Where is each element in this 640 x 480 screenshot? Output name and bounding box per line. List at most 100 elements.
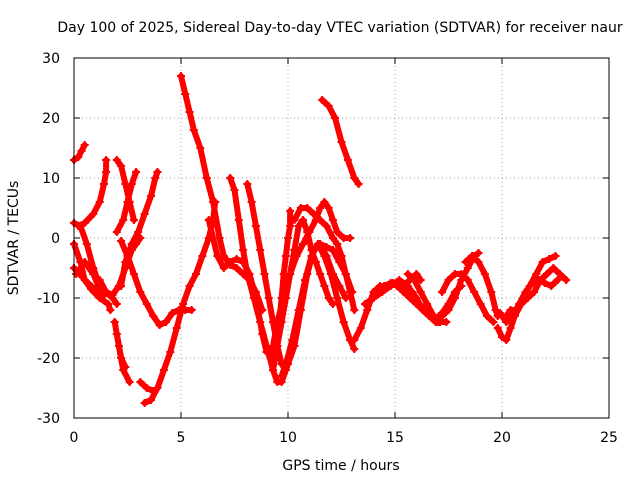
data-point bbox=[159, 366, 168, 374]
data-point bbox=[82, 240, 91, 248]
data-point bbox=[444, 276, 453, 284]
data-point bbox=[80, 141, 89, 149]
data-point bbox=[153, 168, 162, 176]
data-point bbox=[95, 276, 104, 284]
data-point bbox=[112, 156, 121, 164]
series-arc9 bbox=[112, 330, 130, 371]
data-point bbox=[530, 288, 539, 296]
data-point bbox=[380, 282, 389, 290]
series-trace bbox=[496, 277, 561, 325]
data-point bbox=[542, 270, 551, 278]
y-tick-label: 30 bbox=[42, 51, 60, 67]
data-point bbox=[213, 252, 222, 260]
data-point bbox=[294, 306, 303, 314]
data-point bbox=[386, 279, 395, 287]
data-point bbox=[112, 300, 121, 308]
data-point bbox=[129, 216, 138, 224]
data-point bbox=[112, 228, 121, 236]
data-point bbox=[147, 396, 156, 404]
data-point bbox=[172, 324, 181, 332]
data-point bbox=[147, 192, 156, 200]
chart-title: Day 100 of 2025, Sidereal Day-to-day VTE… bbox=[57, 20, 623, 36]
series-trace bbox=[244, 181, 289, 373]
data-point bbox=[89, 270, 98, 278]
data-point bbox=[298, 216, 307, 224]
y-tick-label: 10 bbox=[42, 171, 60, 187]
data-point bbox=[412, 270, 421, 278]
data-point bbox=[502, 318, 511, 326]
data-point bbox=[127, 240, 136, 248]
data-point bbox=[316, 240, 325, 248]
data-point bbox=[256, 318, 265, 326]
data-point bbox=[534, 276, 543, 284]
x-tick-label: 5 bbox=[177, 430, 186, 446]
data-point bbox=[555, 270, 564, 278]
data-point bbox=[191, 270, 200, 278]
data-point bbox=[99, 180, 108, 188]
series-arc30 bbox=[438, 270, 498, 326]
data-point bbox=[288, 336, 297, 344]
series-trace bbox=[113, 331, 129, 370]
series-arc25 bbox=[316, 240, 357, 296]
data-point bbox=[177, 72, 185, 80]
data-point bbox=[331, 114, 340, 122]
data-point bbox=[117, 282, 126, 290]
data-point bbox=[80, 258, 89, 266]
data-point bbox=[232, 255, 241, 263]
series-arc15 bbox=[117, 237, 196, 329]
data-point bbox=[412, 300, 421, 308]
data-point bbox=[438, 288, 447, 296]
series-arc4 bbox=[70, 264, 115, 314]
data-series bbox=[70, 72, 571, 407]
series-arc14 bbox=[140, 198, 220, 407]
data-point bbox=[196, 144, 205, 152]
data-point bbox=[444, 300, 453, 308]
data-point bbox=[318, 96, 327, 104]
data-point bbox=[251, 222, 260, 230]
data-point bbox=[290, 216, 299, 224]
data-point bbox=[483, 312, 492, 320]
data-point bbox=[269, 366, 278, 374]
data-point bbox=[264, 294, 273, 302]
data-point bbox=[162, 318, 171, 326]
series-arc13 bbox=[136, 378, 158, 395]
data-point bbox=[74, 222, 83, 230]
data-point bbox=[294, 222, 303, 230]
data-point bbox=[149, 312, 158, 320]
data-point bbox=[286, 222, 295, 230]
data-point bbox=[350, 306, 359, 314]
data-point bbox=[328, 246, 337, 254]
x-tick-label: 25 bbox=[600, 430, 618, 446]
y-tick-label: 20 bbox=[42, 111, 60, 127]
data-point bbox=[136, 288, 145, 296]
data-point bbox=[378, 288, 387, 296]
data-point bbox=[361, 300, 370, 308]
data-point bbox=[305, 228, 314, 236]
data-point bbox=[322, 243, 331, 251]
data-point bbox=[95, 198, 104, 206]
data-point bbox=[540, 279, 549, 287]
data-point bbox=[506, 324, 515, 332]
data-point bbox=[495, 309, 504, 317]
data-point bbox=[102, 156, 111, 164]
data-point bbox=[463, 276, 472, 284]
data-point bbox=[498, 333, 506, 341]
data-point bbox=[547, 282, 556, 290]
data-point bbox=[123, 198, 132, 206]
data-point bbox=[324, 204, 333, 212]
data-point bbox=[457, 270, 466, 278]
data-point bbox=[416, 276, 425, 284]
data-point bbox=[335, 258, 344, 266]
data-point bbox=[142, 300, 151, 308]
series-arc26 bbox=[318, 96, 363, 188]
data-point bbox=[281, 252, 290, 260]
data-point bbox=[185, 282, 194, 290]
series-arc24 bbox=[266, 198, 355, 362]
data-point bbox=[316, 204, 325, 212]
data-point bbox=[219, 264, 228, 272]
data-point bbox=[117, 162, 126, 170]
data-point bbox=[136, 378, 145, 386]
data-point bbox=[423, 300, 432, 308]
x-tick-label: 0 bbox=[70, 430, 79, 446]
data-point bbox=[226, 174, 235, 182]
